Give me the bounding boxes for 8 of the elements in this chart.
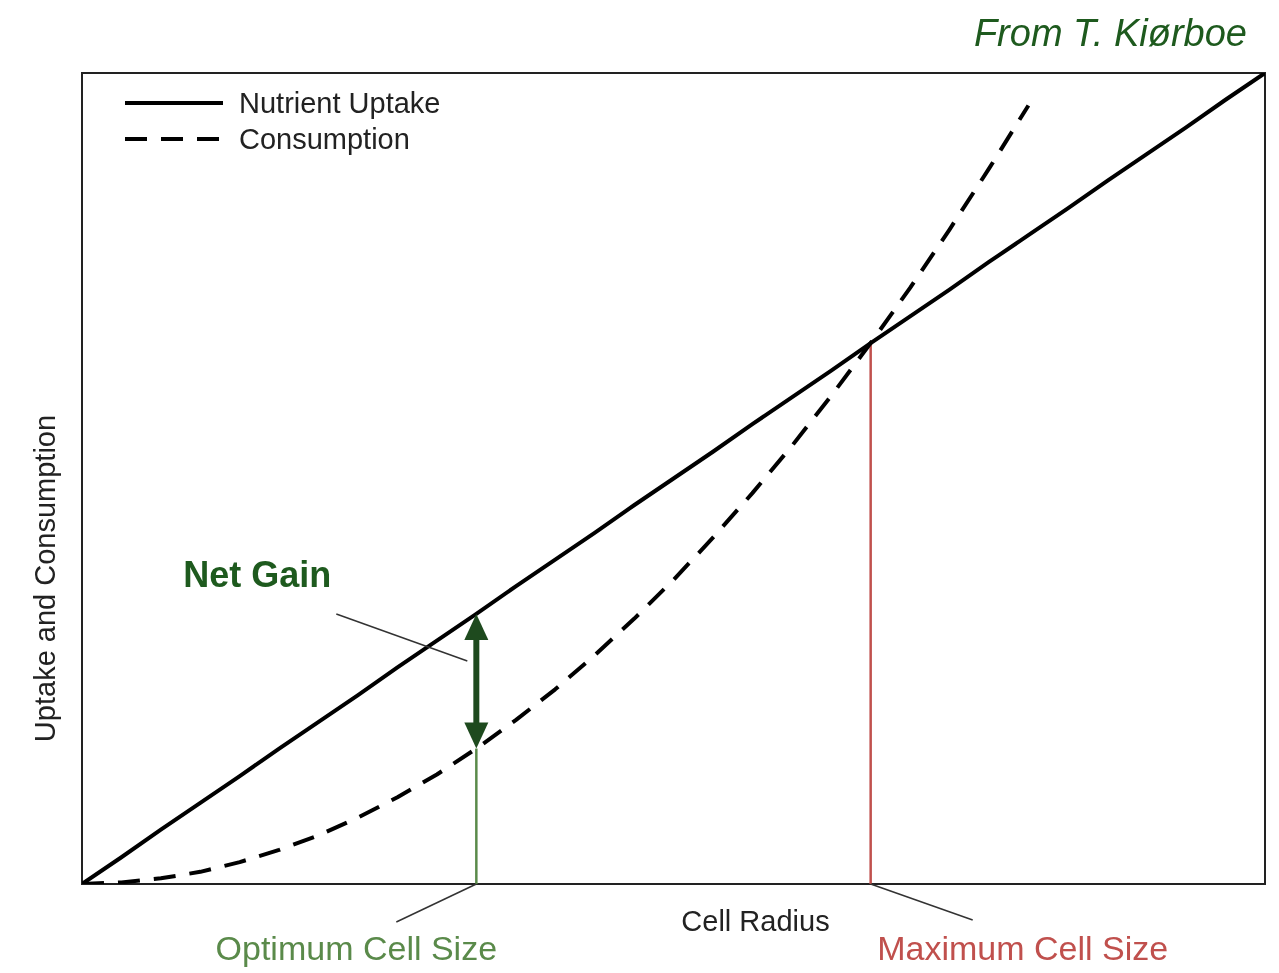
- text: Maximum Cell Size: [877, 929, 1169, 967]
- legend-label: Consumption: [239, 123, 410, 155]
- annotation: Net Gain: [183, 553, 332, 595]
- text: From T. Kiørboe: [973, 12, 1247, 54]
- text: Optimum Cell Size: [215, 929, 498, 967]
- legend-label: Nutrient Uptake: [239, 87, 441, 119]
- x-axis-title: Cell Radius: [681, 905, 830, 937]
- y-axis-title: Uptake and Consumption: [29, 414, 61, 743]
